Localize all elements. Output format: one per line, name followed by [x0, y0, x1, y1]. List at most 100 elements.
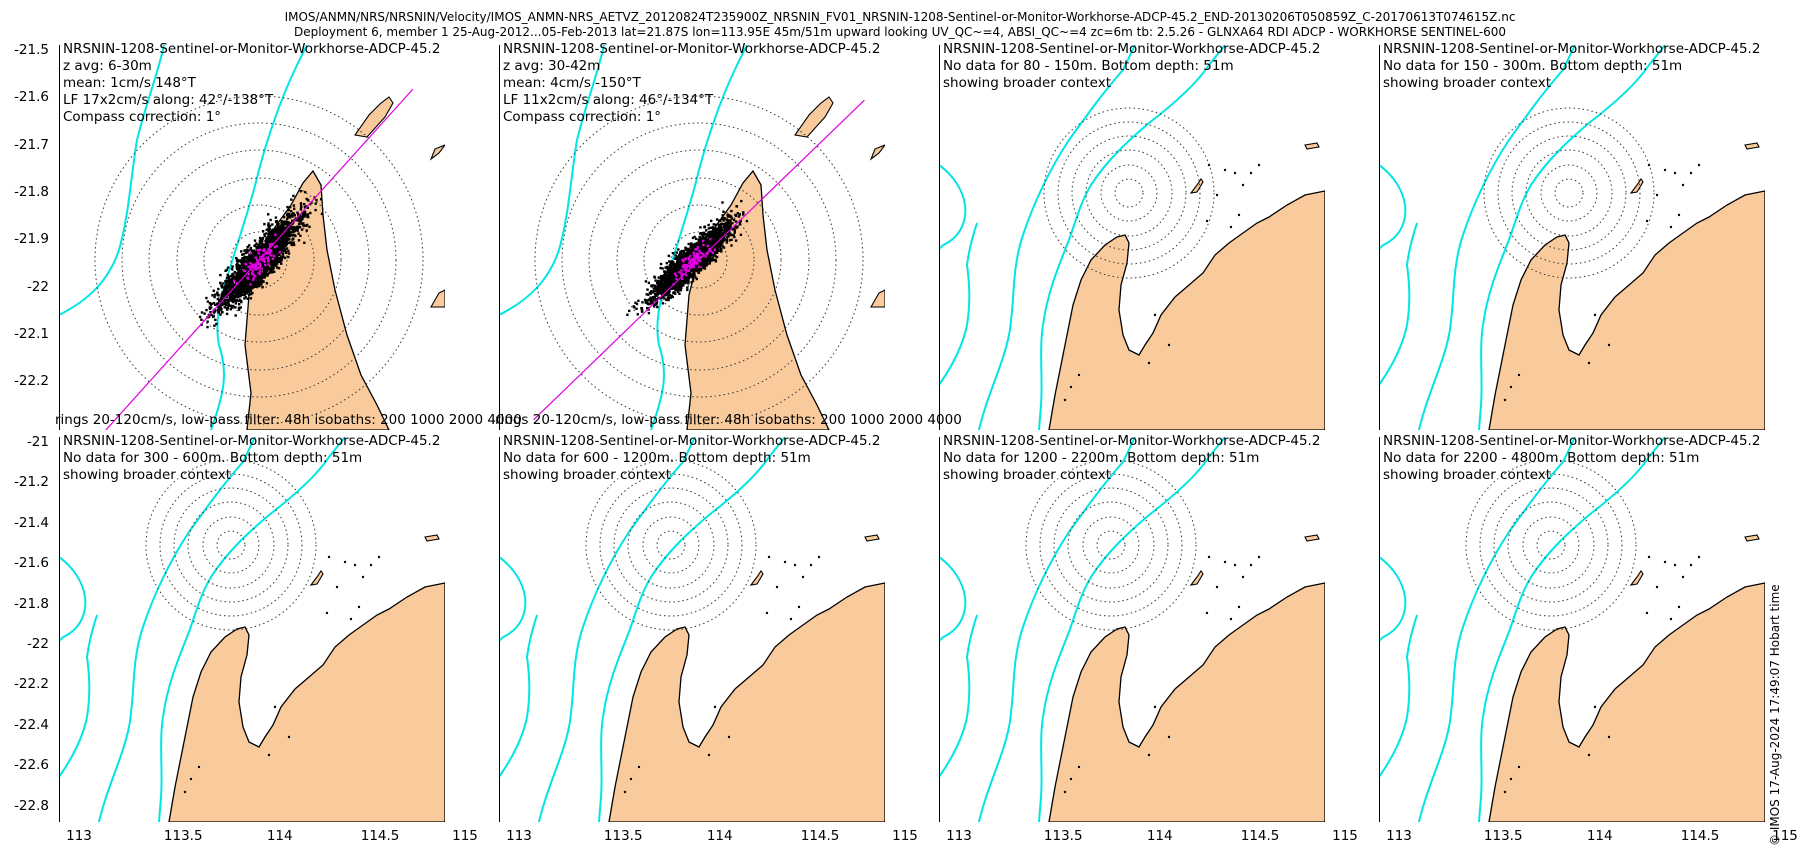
velocity-point: [302, 213, 305, 216]
velocity-point: [267, 213, 270, 216]
velocity-point: [213, 295, 216, 299]
velocity-point: [274, 258, 277, 262]
velocity-point: [242, 285, 246, 288]
velocity-point: [282, 215, 286, 219]
velocity-point: [742, 211, 745, 214]
velocity-point: [223, 285, 226, 288]
velocity-point: [708, 231, 711, 234]
velocity-point: [244, 281, 247, 284]
panel-top-2: NRSNIN-1208-Sentinel-or-Monitor-Workhors…: [495, 41, 962, 430]
velocity-point: [252, 249, 255, 252]
velocity-point: [276, 247, 279, 251]
velocity-point: [223, 298, 227, 301]
velocity-point: [292, 226, 295, 229]
velocity-point: [702, 235, 705, 238]
velocity-point: [722, 225, 726, 228]
velocity-point: [703, 244, 707, 247]
velocity-point: [303, 211, 307, 214]
velocity-point: [305, 214, 308, 218]
velocity-point: [231, 280, 234, 283]
y-tick-label: -22.2: [14, 373, 49, 390]
velocity-point: [677, 248, 680, 251]
velocity-point: [267, 235, 270, 239]
velocity-point: [283, 249, 286, 252]
velocity-point: [279, 231, 282, 235]
velocity-point: [710, 230, 714, 234]
velocity-point: [250, 259, 253, 263]
velocity-point: [237, 293, 240, 296]
velocity-point: [289, 234, 292, 237]
velocity-point: [301, 211, 305, 214]
velocity-point: [235, 298, 239, 302]
velocity-point: [717, 235, 720, 238]
velocity-point: [684, 281, 687, 285]
lowpass-point: [259, 264, 262, 267]
velocity-point: [232, 291, 235, 294]
velocity-point: [280, 238, 284, 241]
lowpass-point: [278, 251, 281, 254]
velocity-point: [280, 257, 284, 260]
velocity-point: [305, 197, 308, 201]
panel-info-line: mean: 1cm/s 148°T: [63, 75, 196, 91]
velocity-point: [302, 224, 305, 227]
velocity-point: [679, 255, 683, 259]
velocity-point: [237, 294, 240, 298]
velocity-point: [282, 238, 285, 241]
lowpass-point: [683, 268, 686, 272]
coastline-land: [244, 169, 390, 430]
lowpass-point: [264, 263, 267, 267]
velocity-point: [696, 251, 699, 254]
velocity-point: [297, 232, 300, 235]
velocity-point: [730, 233, 733, 237]
velocity-point: [225, 287, 229, 290]
velocity-point: [286, 205, 289, 209]
velocity-point: [689, 245, 693, 248]
velocity-point: [704, 245, 707, 249]
lowpass-point: [680, 277, 684, 280]
velocity-point: [696, 247, 700, 251]
velocity-point: [272, 244, 276, 247]
velocity-point: [674, 254, 677, 257]
velocity-point: [652, 291, 655, 294]
lowpass-point: [267, 258, 270, 261]
velocity-point: [721, 232, 724, 235]
velocity-point: [726, 213, 729, 217]
speed-ring-4: [121, 122, 397, 398]
velocity-point: [219, 308, 223, 311]
lowpass-point: [249, 283, 252, 286]
lowpass-point: [692, 259, 696, 262]
velocity-point: [706, 262, 709, 265]
velocity-point: [652, 305, 656, 308]
velocity-point: [260, 260, 263, 263]
velocity-point: [722, 210, 725, 213]
velocity-point: [247, 285, 250, 289]
velocity-point: [273, 247, 276, 250]
velocity-point: [271, 267, 275, 270]
velocity-point: [686, 260, 689, 263]
velocity-point: [679, 251, 682, 254]
velocity-point: [240, 300, 243, 303]
velocity-point: [644, 300, 648, 304]
velocity-point: [666, 267, 669, 270]
velocity-point: [273, 256, 276, 260]
velocity-point: [243, 297, 246, 300]
velocity-point: [227, 304, 230, 308]
velocity-point: [299, 190, 303, 193]
lowpass-point: [256, 267, 259, 270]
velocity-point: [647, 293, 650, 296]
velocity-point: [206, 300, 210, 303]
velocity-point: [675, 251, 678, 254]
velocity-point: [269, 258, 272, 261]
velocity-point: [243, 249, 246, 252]
velocity-point: [235, 279, 238, 282]
velocity-point: [661, 291, 664, 294]
lowpass-point: [685, 273, 688, 277]
velocity-point: [245, 288, 249, 291]
velocity-point: [666, 282, 669, 285]
velocity-point: [736, 212, 739, 215]
velocity-point: [283, 256, 287, 260]
velocity-point: [708, 256, 712, 260]
velocity-point: [738, 213, 741, 216]
velocity-point: [707, 223, 710, 227]
velocity-point: [255, 249, 258, 253]
